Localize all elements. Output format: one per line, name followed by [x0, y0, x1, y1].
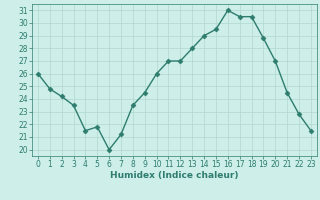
X-axis label: Humidex (Indice chaleur): Humidex (Indice chaleur) — [110, 171, 239, 180]
